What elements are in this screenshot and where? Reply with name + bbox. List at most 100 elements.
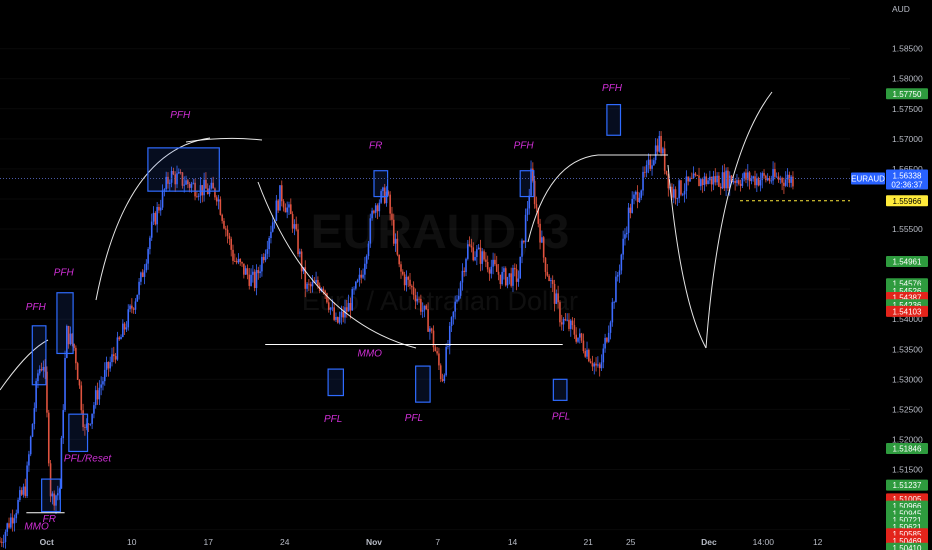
candle-body bbox=[421, 310, 424, 312]
candle-body bbox=[60, 438, 63, 489]
candle-body bbox=[172, 171, 175, 175]
candle-body bbox=[201, 185, 204, 196]
candle-body bbox=[575, 334, 577, 342]
price-tag-label: 1.50410 bbox=[893, 544, 922, 550]
curve-oct-rise bbox=[95, 137, 211, 301]
candle-body bbox=[315, 280, 317, 283]
currency-label: AUD bbox=[892, 4, 910, 14]
candle-body bbox=[429, 328, 431, 332]
candle-body bbox=[600, 362, 603, 369]
pattern-box bbox=[606, 103, 622, 136]
candle-body bbox=[322, 288, 325, 291]
pattern-box bbox=[41, 478, 61, 513]
candle-body bbox=[123, 323, 126, 330]
candle-body bbox=[737, 180, 740, 184]
candle-body bbox=[127, 309, 130, 328]
candle-body bbox=[604, 337, 606, 349]
candle-body bbox=[212, 182, 214, 189]
candle-body bbox=[360, 274, 363, 278]
candle-body bbox=[452, 311, 455, 318]
candle-body bbox=[403, 274, 406, 286]
candle-body bbox=[26, 465, 28, 497]
candle-body bbox=[533, 180, 536, 205]
candle-body bbox=[674, 189, 677, 199]
candle-body bbox=[22, 486, 25, 495]
price-tick-label: 1.58000 bbox=[892, 74, 923, 84]
candle-body bbox=[365, 256, 368, 264]
candle-body bbox=[15, 513, 18, 519]
candle-body bbox=[624, 234, 626, 239]
candle-body bbox=[510, 273, 512, 286]
dashed-level-label: 1.55966 bbox=[893, 197, 922, 206]
candle-body bbox=[286, 207, 288, 213]
candle-body bbox=[73, 343, 75, 348]
candle-body bbox=[355, 281, 357, 289]
candle-body bbox=[156, 206, 158, 225]
candle-body bbox=[618, 270, 621, 276]
candle-body bbox=[644, 171, 646, 173]
candle-body bbox=[179, 172, 182, 173]
candle-body bbox=[243, 263, 245, 275]
candle-body bbox=[616, 275, 619, 277]
candle-body bbox=[346, 307, 348, 312]
candle-body bbox=[746, 172, 749, 180]
candle-body bbox=[300, 251, 303, 272]
candle-body bbox=[262, 256, 265, 261]
candle-body bbox=[17, 499, 19, 514]
candle-body bbox=[42, 366, 45, 371]
candle-body bbox=[734, 180, 736, 183]
price-tag-label: 1.50945 bbox=[893, 509, 922, 518]
candle-body bbox=[642, 171, 644, 191]
time-axis[interactable]: Oct 10 17 24 Nov 7 14 21 25 Dec 14:00 12 bbox=[40, 537, 823, 547]
candle-body bbox=[223, 220, 225, 229]
candle-body bbox=[645, 164, 648, 173]
candle-body bbox=[398, 254, 400, 265]
candle-body bbox=[353, 288, 355, 290]
pattern-box bbox=[68, 413, 89, 453]
candle-body bbox=[71, 333, 74, 344]
candle-body bbox=[701, 179, 704, 185]
candle-body bbox=[205, 179, 207, 189]
candle-body bbox=[152, 212, 155, 222]
candle-body bbox=[662, 148, 664, 154]
candle-body bbox=[633, 194, 635, 199]
candle-body bbox=[11, 517, 14, 524]
candle-body bbox=[308, 283, 310, 285]
candle-body bbox=[80, 385, 83, 411]
candle-body bbox=[476, 249, 478, 258]
price-tick-label: 1.52500 bbox=[892, 404, 923, 414]
candle-body bbox=[681, 194, 684, 196]
candle-body bbox=[665, 170, 668, 174]
candle-body bbox=[98, 387, 101, 400]
time-tick-label: 25 bbox=[626, 537, 636, 547]
curve-nov-rise bbox=[527, 154, 599, 243]
candle-body bbox=[506, 276, 509, 286]
symbol-tag bbox=[851, 172, 885, 185]
candle-body bbox=[168, 182, 171, 184]
candle-body bbox=[494, 259, 496, 265]
candle-body bbox=[710, 176, 713, 185]
annotation-label: PFH bbox=[54, 267, 75, 278]
candle-body bbox=[523, 240, 525, 243]
candle-body bbox=[132, 308, 135, 310]
time-tick-label: 7 bbox=[435, 537, 440, 547]
annotation-label: PFL bbox=[552, 412, 570, 423]
pattern-box bbox=[56, 292, 74, 355]
candle-body bbox=[244, 268, 247, 275]
candle-body bbox=[573, 325, 576, 335]
candle-body bbox=[685, 176, 688, 192]
candle-body bbox=[501, 271, 503, 285]
candle-body bbox=[400, 264, 402, 272]
annotation-label: PFL bbox=[324, 414, 342, 425]
candle-body bbox=[562, 319, 565, 325]
time-tick-label: 10 bbox=[127, 537, 137, 547]
price-tick-label: 1.55500 bbox=[892, 224, 923, 234]
candle-body bbox=[689, 178, 691, 182]
candle-body bbox=[241, 262, 243, 264]
candle-body bbox=[560, 322, 563, 325]
candle-body bbox=[412, 287, 415, 296]
candle-body bbox=[131, 305, 133, 309]
candle-body bbox=[687, 176, 689, 182]
candle-body bbox=[62, 410, 65, 439]
